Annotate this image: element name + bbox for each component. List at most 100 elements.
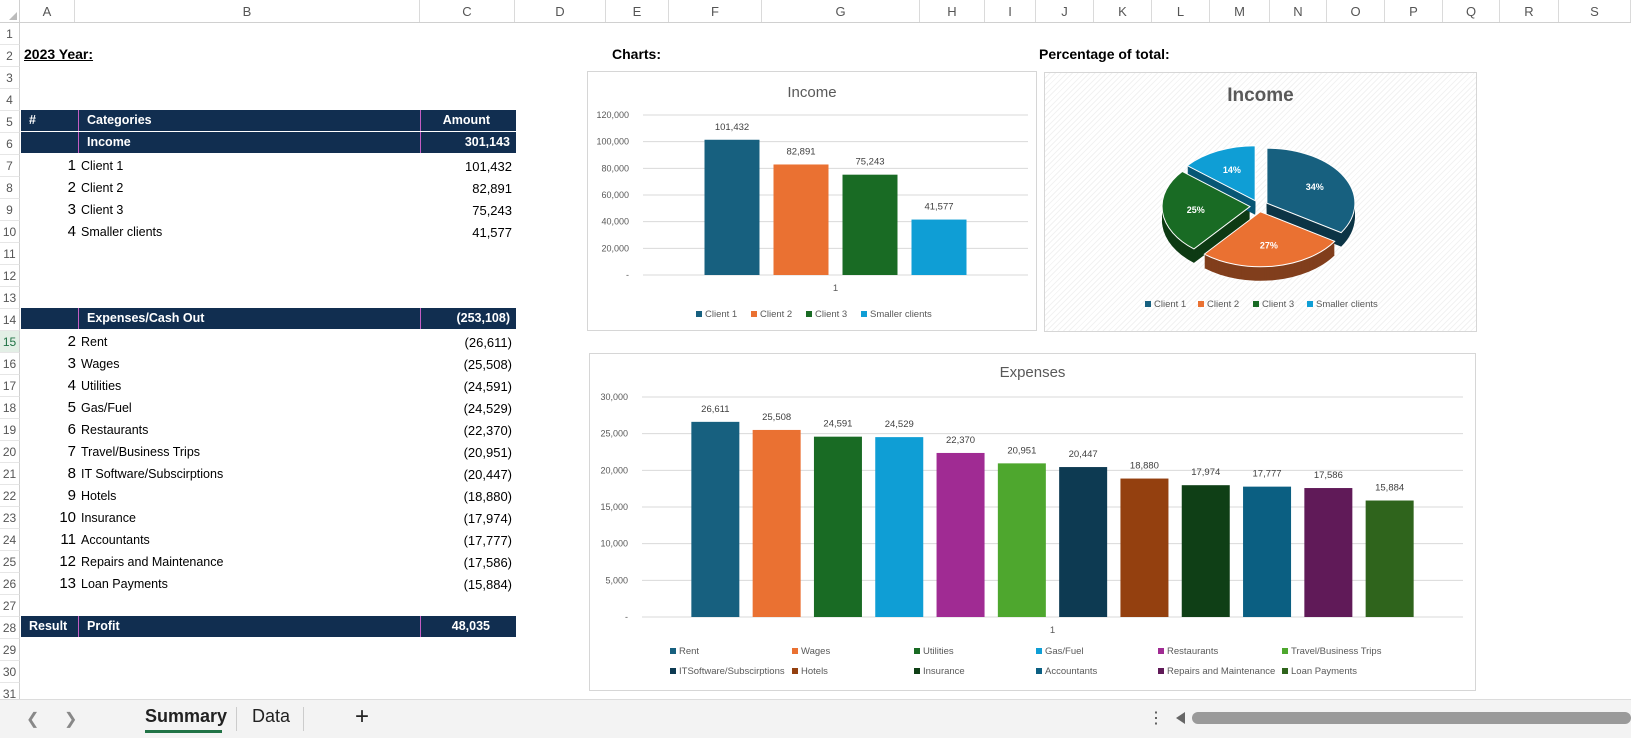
column-header-l[interactable]: L <box>1152 0 1210 22</box>
column-header-d[interactable]: D <box>515 0 606 22</box>
expenses-amount[interactable]: (17,586) <box>463 555 512 570</box>
income-pie-chart[interactable]: Income 34% 27% 25% 14% Client 1 Client 2 Clien… <box>1044 72 1477 332</box>
row-header-19[interactable]: 19 <box>0 419 20 441</box>
column-header-a[interactable]: A <box>20 0 75 22</box>
column-header-e[interactable]: E <box>606 0 669 22</box>
column-header-c[interactable]: C <box>420 0 515 22</box>
add-sheet-button[interactable]: + <box>355 703 370 730</box>
column-header-m[interactable]: M <box>1210 0 1270 22</box>
expenses-name[interactable]: Insurance <box>81 511 136 525</box>
expenses-amount[interactable]: (20,951) <box>463 445 512 460</box>
row-header-24[interactable]: 24 <box>0 529 20 551</box>
income-amount[interactable]: 101,432 <box>465 159 512 174</box>
column-header-b[interactable]: B <box>75 0 420 22</box>
expenses-index[interactable]: 4 <box>67 377 76 394</box>
income-amount[interactable]: 41,577 <box>472 225 512 240</box>
expenses-index[interactable]: 13 <box>59 575 76 592</box>
row-header-6[interactable]: 6 <box>0 133 20 155</box>
income-amount[interactable]: 75,243 <box>472 203 512 218</box>
row-header-22[interactable]: 22 <box>0 485 20 507</box>
expenses-name[interactable]: Loan Payments <box>81 577 168 591</box>
row-header-25[interactable]: 25 <box>0 551 20 573</box>
column-header-o[interactable]: O <box>1327 0 1385 22</box>
expenses-index[interactable]: 5 <box>67 399 76 416</box>
column-header-k[interactable]: K <box>1094 0 1152 22</box>
column-header-i[interactable]: I <box>985 0 1036 22</box>
income-index[interactable]: 3 <box>67 201 76 218</box>
expenses-index[interactable]: 7 <box>67 443 76 460</box>
expenses-name[interactable]: Accountants <box>81 533 150 547</box>
row-header-15[interactable]: 15 <box>0 331 20 353</box>
row-header-28[interactable]: 28 <box>0 617 20 639</box>
income-name[interactable]: Client 1 <box>81 159 124 173</box>
expenses-index[interactable]: 2 <box>67 333 76 350</box>
expenses-name[interactable]: Travel/Business Trips <box>81 445 201 459</box>
income-name[interactable]: Client 2 <box>81 181 124 195</box>
expenses-amount[interactable]: (17,974) <box>463 511 512 526</box>
row-header-4[interactable]: 4 <box>0 89 20 111</box>
income-name[interactable]: Client 3 <box>81 203 124 217</box>
row-header-13[interactable]: 13 <box>0 287 20 309</box>
column-header-g[interactable]: G <box>762 0 920 22</box>
row-header-20[interactable]: 20 <box>0 441 20 463</box>
expenses-name[interactable]: Gas/Fuel <box>81 401 132 415</box>
row-header-18[interactable]: 18 <box>0 397 20 419</box>
expenses-name[interactable]: Wages <box>81 357 120 371</box>
expenses-index[interactable]: 6 <box>67 421 76 438</box>
select-all-corner[interactable] <box>0 0 20 22</box>
income-amount[interactable]: 82,891 <box>472 181 512 196</box>
income-index[interactable]: 2 <box>67 179 76 196</box>
expenses-index[interactable]: 10 <box>59 509 76 526</box>
expenses-amount[interactable]: (24,529) <box>463 401 512 416</box>
tab-summary[interactable]: Summary <box>145 706 228 726</box>
expenses-amount[interactable]: (24,591) <box>463 379 512 394</box>
row-header-23[interactable]: 23 <box>0 507 20 529</box>
scroll-left-icon[interactable] <box>1176 712 1185 724</box>
row-header-10[interactable]: 10 <box>0 221 20 243</box>
row-header-1[interactable]: 1 <box>0 23 20 45</box>
chevron-right-icon[interactable]: ❯ <box>64 711 78 728</box>
row-header-12[interactable]: 12 <box>0 265 20 287</box>
row-header-5[interactable]: 5 <box>0 111 20 133</box>
expenses-amount[interactable]: (26,611) <box>464 335 512 350</box>
row-header-27[interactable]: 27 <box>0 595 20 617</box>
income-index[interactable]: 4 <box>67 223 76 240</box>
expenses-name[interactable]: Restaurants <box>81 423 149 437</box>
expenses-bar-chart[interactable]: Expenses - 5,000 10,000 15,000 20,000 25,000 3… <box>589 353 1476 691</box>
income-total-row[interactable]: Income 301,143 <box>21 132 516 153</box>
result-row[interactable]: Result Profit 48,035 <box>21 616 516 637</box>
expenses-amount[interactable]: (25,508) <box>463 357 512 372</box>
income-index[interactable]: 1 <box>67 157 76 174</box>
row-header-17[interactable]: 17 <box>0 375 20 397</box>
row-header-30[interactable]: 30 <box>0 661 20 683</box>
column-header-h[interactable]: H <box>920 0 985 22</box>
income-bar-chart[interactable]: Income - 20,000 40,000 60,000 80,000 100,000 1… <box>587 71 1037 331</box>
column-header-f[interactable]: F <box>669 0 762 22</box>
more-vertical-icon[interactable]: ⋮ <box>1148 710 1164 727</box>
expenses-name[interactable]: Hotels <box>81 489 117 503</box>
expenses-name[interactable]: Utilities <box>81 379 122 393</box>
expenses-amount[interactable]: (17,777) <box>463 533 512 548</box>
row-header-14[interactable]: 14 <box>0 309 20 331</box>
expenses-name[interactable]: Rent <box>81 335 108 349</box>
column-header-n[interactable]: N <box>1270 0 1327 22</box>
row-header-26[interactable]: 26 <box>0 573 20 595</box>
column-header-r[interactable]: R <box>1500 0 1559 22</box>
horizontal-scrollbar[interactable] <box>1192 712 1631 724</box>
column-header-q[interactable]: Q <box>1443 0 1500 22</box>
column-header-j[interactable]: J <box>1036 0 1094 22</box>
row-header-9[interactable]: 9 <box>0 199 20 221</box>
income-name[interactable]: Smaller clients <box>81 225 163 239</box>
expenses-amount[interactable]: (20,447) <box>463 467 512 482</box>
row-header-2[interactable]: 2 <box>0 45 20 67</box>
expenses-index[interactable]: 8 <box>67 465 76 482</box>
column-header-s[interactable]: S <box>1559 0 1631 22</box>
expenses-amount[interactable]: (18,880) <box>463 489 512 504</box>
expenses-name[interactable]: Repairs and Maintenance <box>81 555 224 569</box>
expenses-amount[interactable]: (22,370) <box>463 423 512 438</box>
chevron-left-icon[interactable]: ❮ <box>26 711 40 728</box>
expenses-name[interactable]: IT Software/Subscirptions <box>81 467 224 481</box>
expenses-index[interactable]: 12 <box>59 553 76 570</box>
row-header-7[interactable]: 7 <box>0 155 20 177</box>
expenses-amount[interactable]: (15,884) <box>463 577 512 592</box>
